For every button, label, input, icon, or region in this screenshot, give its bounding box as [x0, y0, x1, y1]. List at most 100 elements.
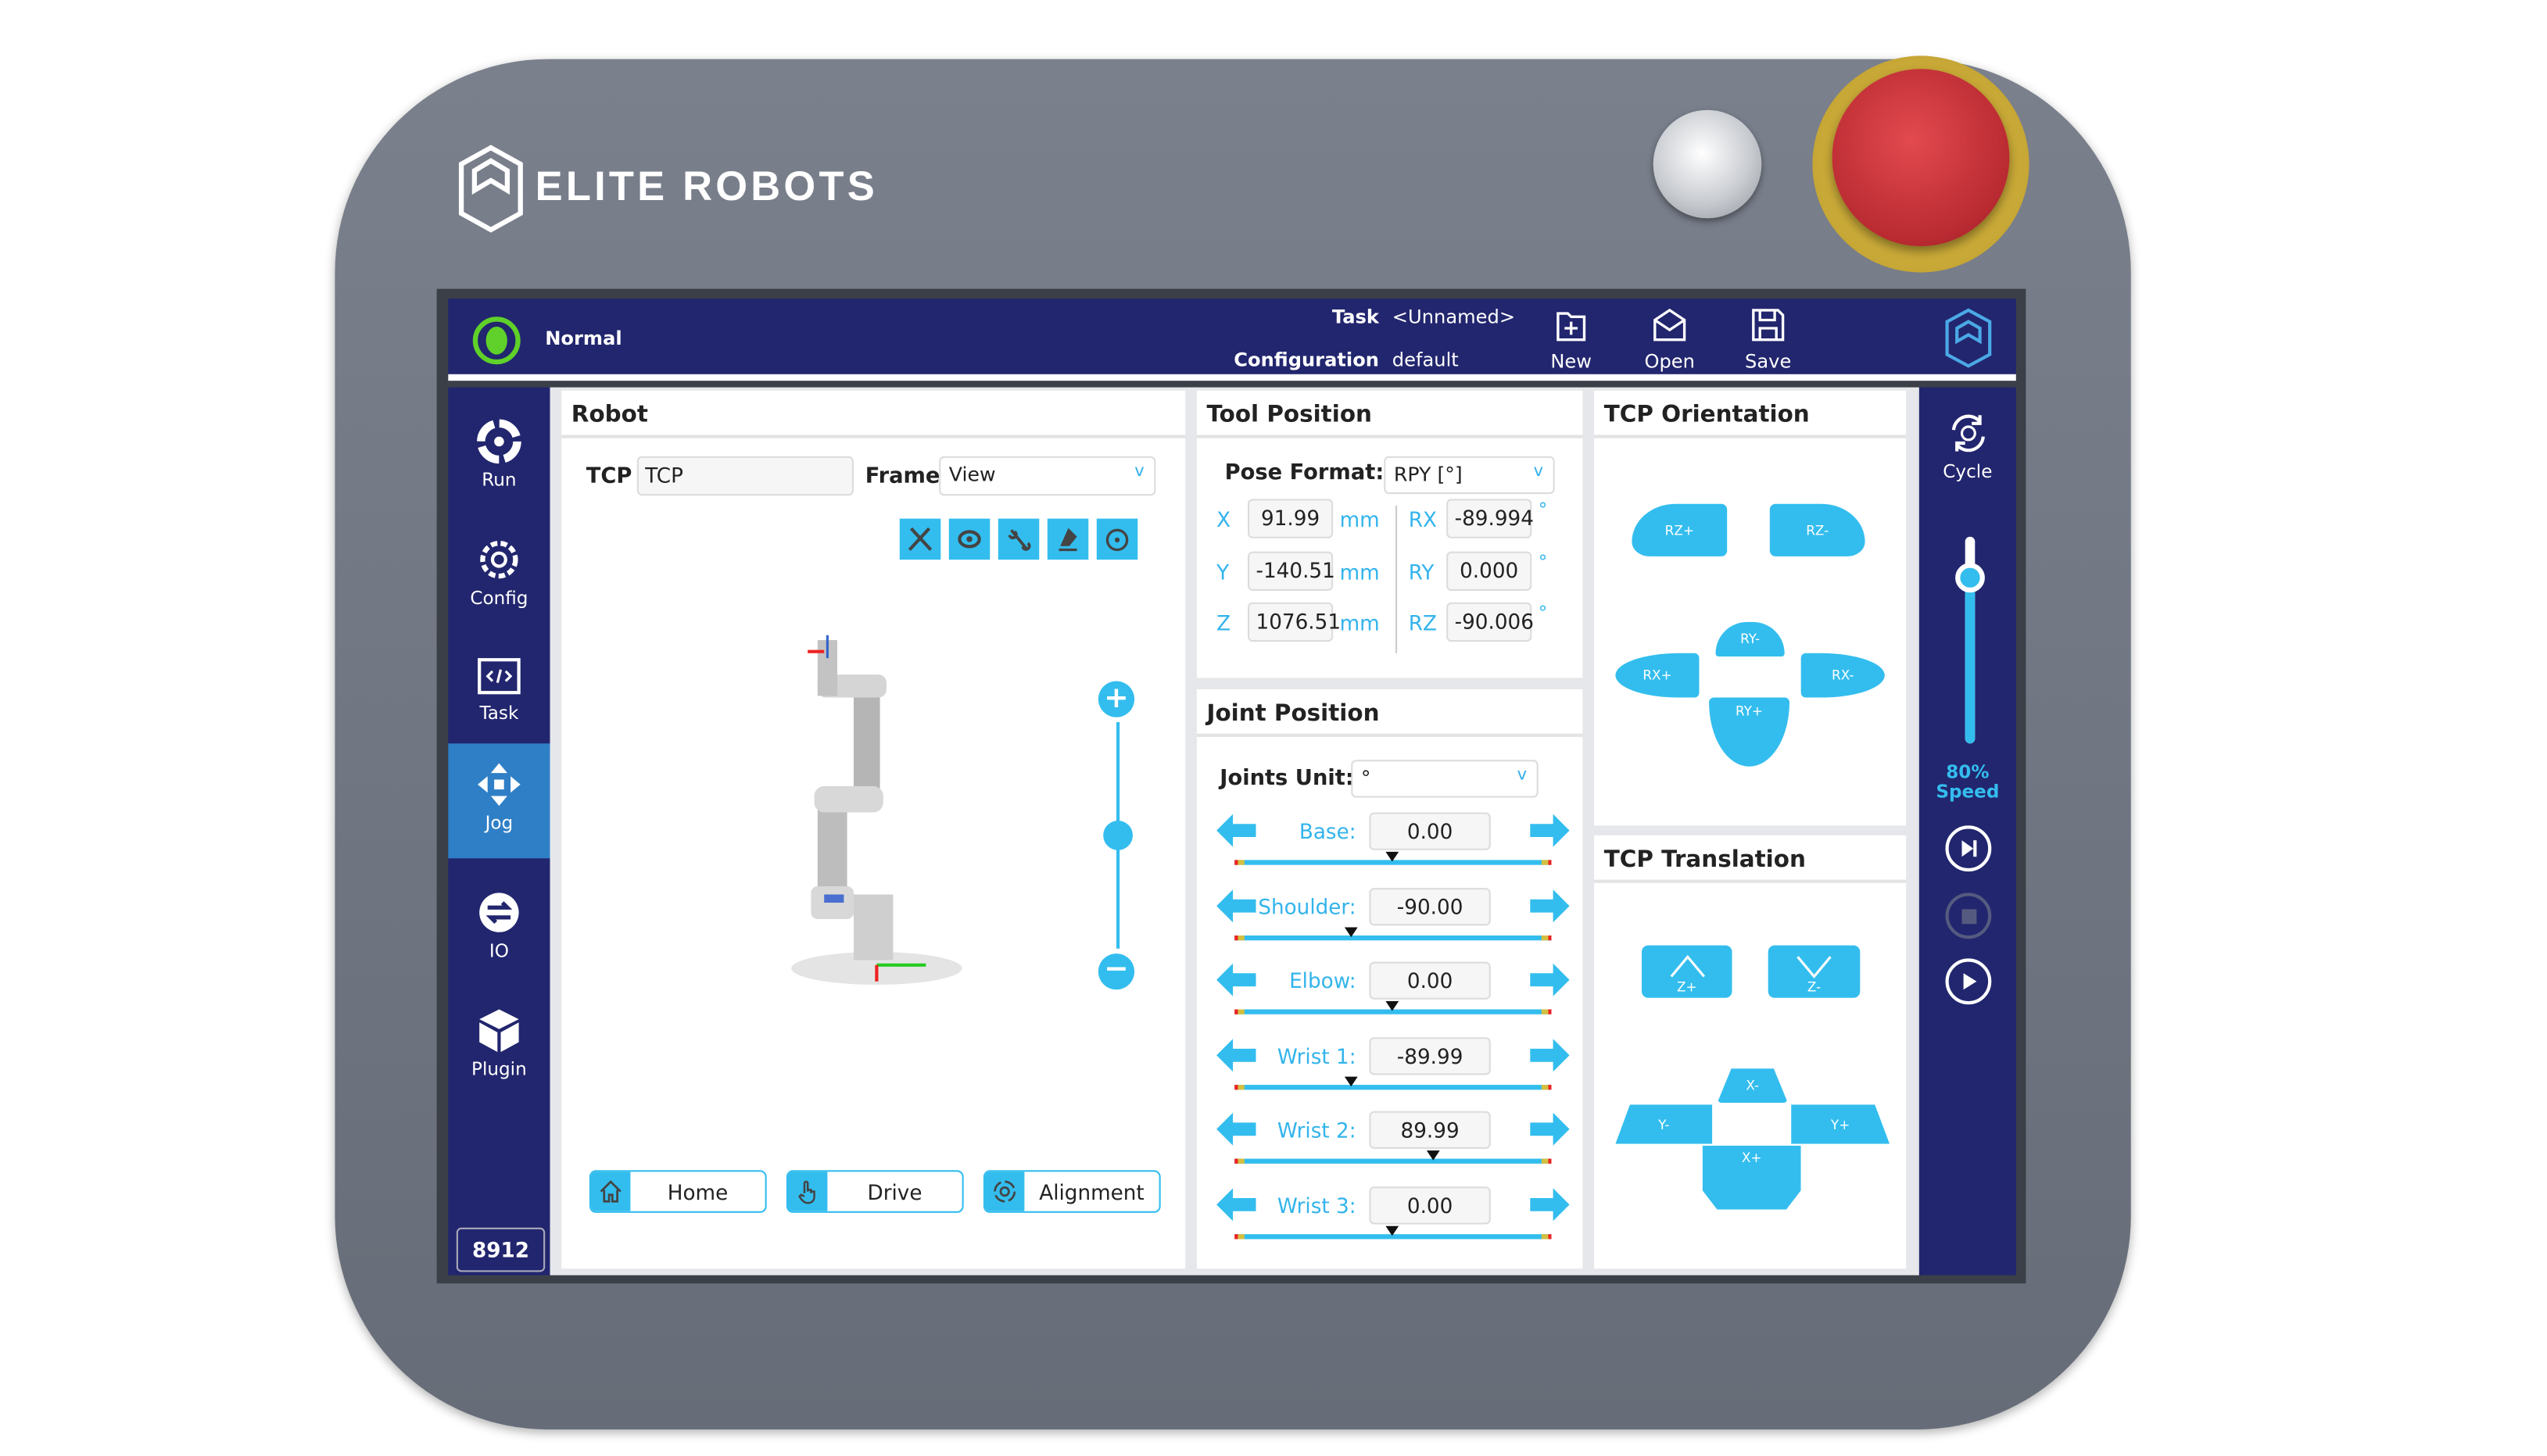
move-arrows-icon — [478, 763, 521, 807]
joint-value[interactable]: -90.00 — [1369, 887, 1491, 925]
link-icon — [1008, 529, 1031, 551]
step-button[interactable] — [1945, 825, 1992, 872]
link-view-button[interactable] — [998, 518, 1040, 560]
zoom-in-button[interactable]: + — [1098, 681, 1135, 717]
robot-title: Robot — [571, 402, 648, 429]
jog-positive-button[interactable] — [1530, 1038, 1570, 1078]
jog-negative-button[interactable] — [1216, 1188, 1256, 1227]
status-indicator — [472, 317, 521, 365]
frame-label: Frame — [865, 464, 940, 489]
base-view-button[interactable] — [1047, 518, 1089, 560]
jog-positive-button[interactable] — [1530, 1188, 1570, 1227]
joints-unit-select[interactable]: ° v — [1351, 760, 1539, 798]
save-button[interactable]: Save — [1736, 307, 1801, 373]
arrow-left-icon — [1216, 1113, 1256, 1153]
eye-icon — [958, 530, 981, 549]
rz-minus-button[interactable]: RZ- — [1769, 503, 1865, 556]
stop-icon — [1961, 908, 1976, 924]
alignment-button[interactable]: Alignment — [983, 1170, 1161, 1213]
configuration-name: default — [1392, 348, 1459, 371]
position-value[interactable]: -140.51 — [1247, 550, 1335, 590]
frame-select[interactable]: View v — [939, 456, 1156, 496]
joint-value[interactable]: 0.00 — [1369, 812, 1491, 850]
tool-position-title: Tool Position — [1206, 402, 1372, 429]
drive-button[interactable]: Drive — [786, 1170, 964, 1213]
step-forward-icon — [1961, 840, 1977, 857]
emergency-stop-button[interactable] — [1832, 69, 2010, 246]
hand-pointer-icon — [798, 1180, 815, 1204]
arrow-right-icon — [1530, 964, 1570, 1003]
position-value[interactable]: 91.99 — [1247, 499, 1334, 538]
sidebar-item-task[interactable]: Task — [448, 637, 550, 749]
jog-negative-button[interactable] — [1216, 1038, 1256, 1078]
home-button[interactable]: Home — [589, 1170, 767, 1213]
unit-mm: mm — [1339, 610, 1380, 635]
joint-range-bar — [1234, 1076, 1552, 1089]
joint-position-marker — [1344, 1076, 1358, 1086]
rotation-value[interactable]: -89.994 — [1446, 499, 1534, 538]
jog-positive-button[interactable] — [1530, 814, 1570, 853]
joint-value[interactable]: 89.99 — [1369, 1111, 1491, 1150]
play-button[interactable] — [1945, 958, 1992, 1005]
rotation-axis-label: RZ — [1408, 610, 1438, 635]
x-minus-button[interactable]: X- — [1717, 1068, 1788, 1104]
tcp-field[interactable]: TCP — [636, 456, 854, 496]
status-text: Normal — [545, 326, 622, 350]
zoom-out-button[interactable]: − — [1098, 953, 1135, 990]
joint-position-marker — [1344, 926, 1358, 937]
tool-view-button[interactable] — [899, 518, 941, 560]
jog-negative-button[interactable] — [1216, 1113, 1256, 1153]
axis-label: Y — [1216, 559, 1230, 584]
configuration-label: Configuration — [1234, 348, 1379, 371]
new-button[interactable]: New — [1539, 307, 1604, 373]
joint-position-marker — [1426, 1150, 1440, 1161]
rz-plus-button[interactable]: RZ+ — [1632, 503, 1728, 556]
joint-label: Elbow: — [1289, 968, 1356, 993]
joint-position-marker — [1385, 851, 1399, 862]
y-plus-button[interactable]: Y+ — [1791, 1104, 1890, 1144]
eye-view-button[interactable] — [948, 518, 990, 560]
zoom-slider-handle[interactable] — [1103, 821, 1133, 850]
arrow-right-icon — [1530, 1113, 1570, 1153]
chevron-down-icon — [1797, 956, 1832, 978]
jog-negative-button[interactable] — [1216, 964, 1256, 1003]
axis-label: X — [1216, 506, 1231, 532]
rotation-value[interactable]: -90.006 — [1446, 602, 1534, 642]
sidebar-item-io[interactable]: IO — [448, 871, 550, 983]
z-minus-button[interactable]: Z- — [1768, 945, 1861, 998]
sidebar-item-jog[interactable]: Jog — [448, 743, 550, 859]
sidebar-item-config[interactable]: Config — [448, 519, 550, 631]
joint-value[interactable]: -89.99 — [1369, 1036, 1491, 1075]
task-name: <Unnamed> — [1392, 305, 1516, 328]
jog-positive-button[interactable] — [1530, 1113, 1570, 1153]
rotate-view-button[interactable] — [1096, 518, 1138, 560]
joint-value[interactable]: 0.00 — [1369, 1186, 1491, 1225]
jog-negative-button[interactable] — [1216, 889, 1256, 928]
sidebar-item-plugin[interactable]: Plugin — [448, 989, 550, 1101]
stop-button[interactable] — [1945, 893, 1992, 939]
jog-positive-button[interactable] — [1530, 889, 1570, 928]
jog-negative-button[interactable] — [1216, 814, 1256, 853]
jog-positive-button[interactable] — [1530, 964, 1570, 1003]
unit-degree: ° — [1538, 602, 1548, 624]
gear-icon — [480, 540, 518, 579]
y-minus-button[interactable]: Y- — [1615, 1104, 1713, 1144]
x-plus-button[interactable]: X+ — [1702, 1145, 1801, 1210]
divider — [1395, 505, 1398, 653]
joint-range-bar — [1234, 851, 1552, 865]
pose-format-select[interactable]: RPY [°] v — [1384, 456, 1555, 495]
rotation-value[interactable]: 0.000 — [1446, 550, 1532, 590]
sidebar-item-run[interactable]: Run — [448, 400, 550, 512]
speed-slider-handle[interactable] — [1955, 563, 1985, 593]
joint-value[interactable]: 0.00 — [1369, 961, 1491, 1000]
cycle-button[interactable]: Cycle — [1919, 410, 2016, 482]
open-button[interactable]: Open — [1637, 307, 1703, 373]
arrow-left-icon — [1216, 814, 1256, 853]
play-icon — [1963, 973, 1977, 990]
position-value[interactable]: 1076.51 — [1247, 602, 1341, 642]
joint-position-title: Joint Position — [1206, 700, 1380, 728]
chevron-down-icon: v — [1517, 766, 1527, 785]
z-plus-button[interactable]: Z+ — [1642, 945, 1732, 998]
power-button[interactable] — [1653, 109, 1762, 219]
tool-position-panel: Tool Position Pose Format: RPY [°] v X 91… — [1196, 390, 1583, 678]
